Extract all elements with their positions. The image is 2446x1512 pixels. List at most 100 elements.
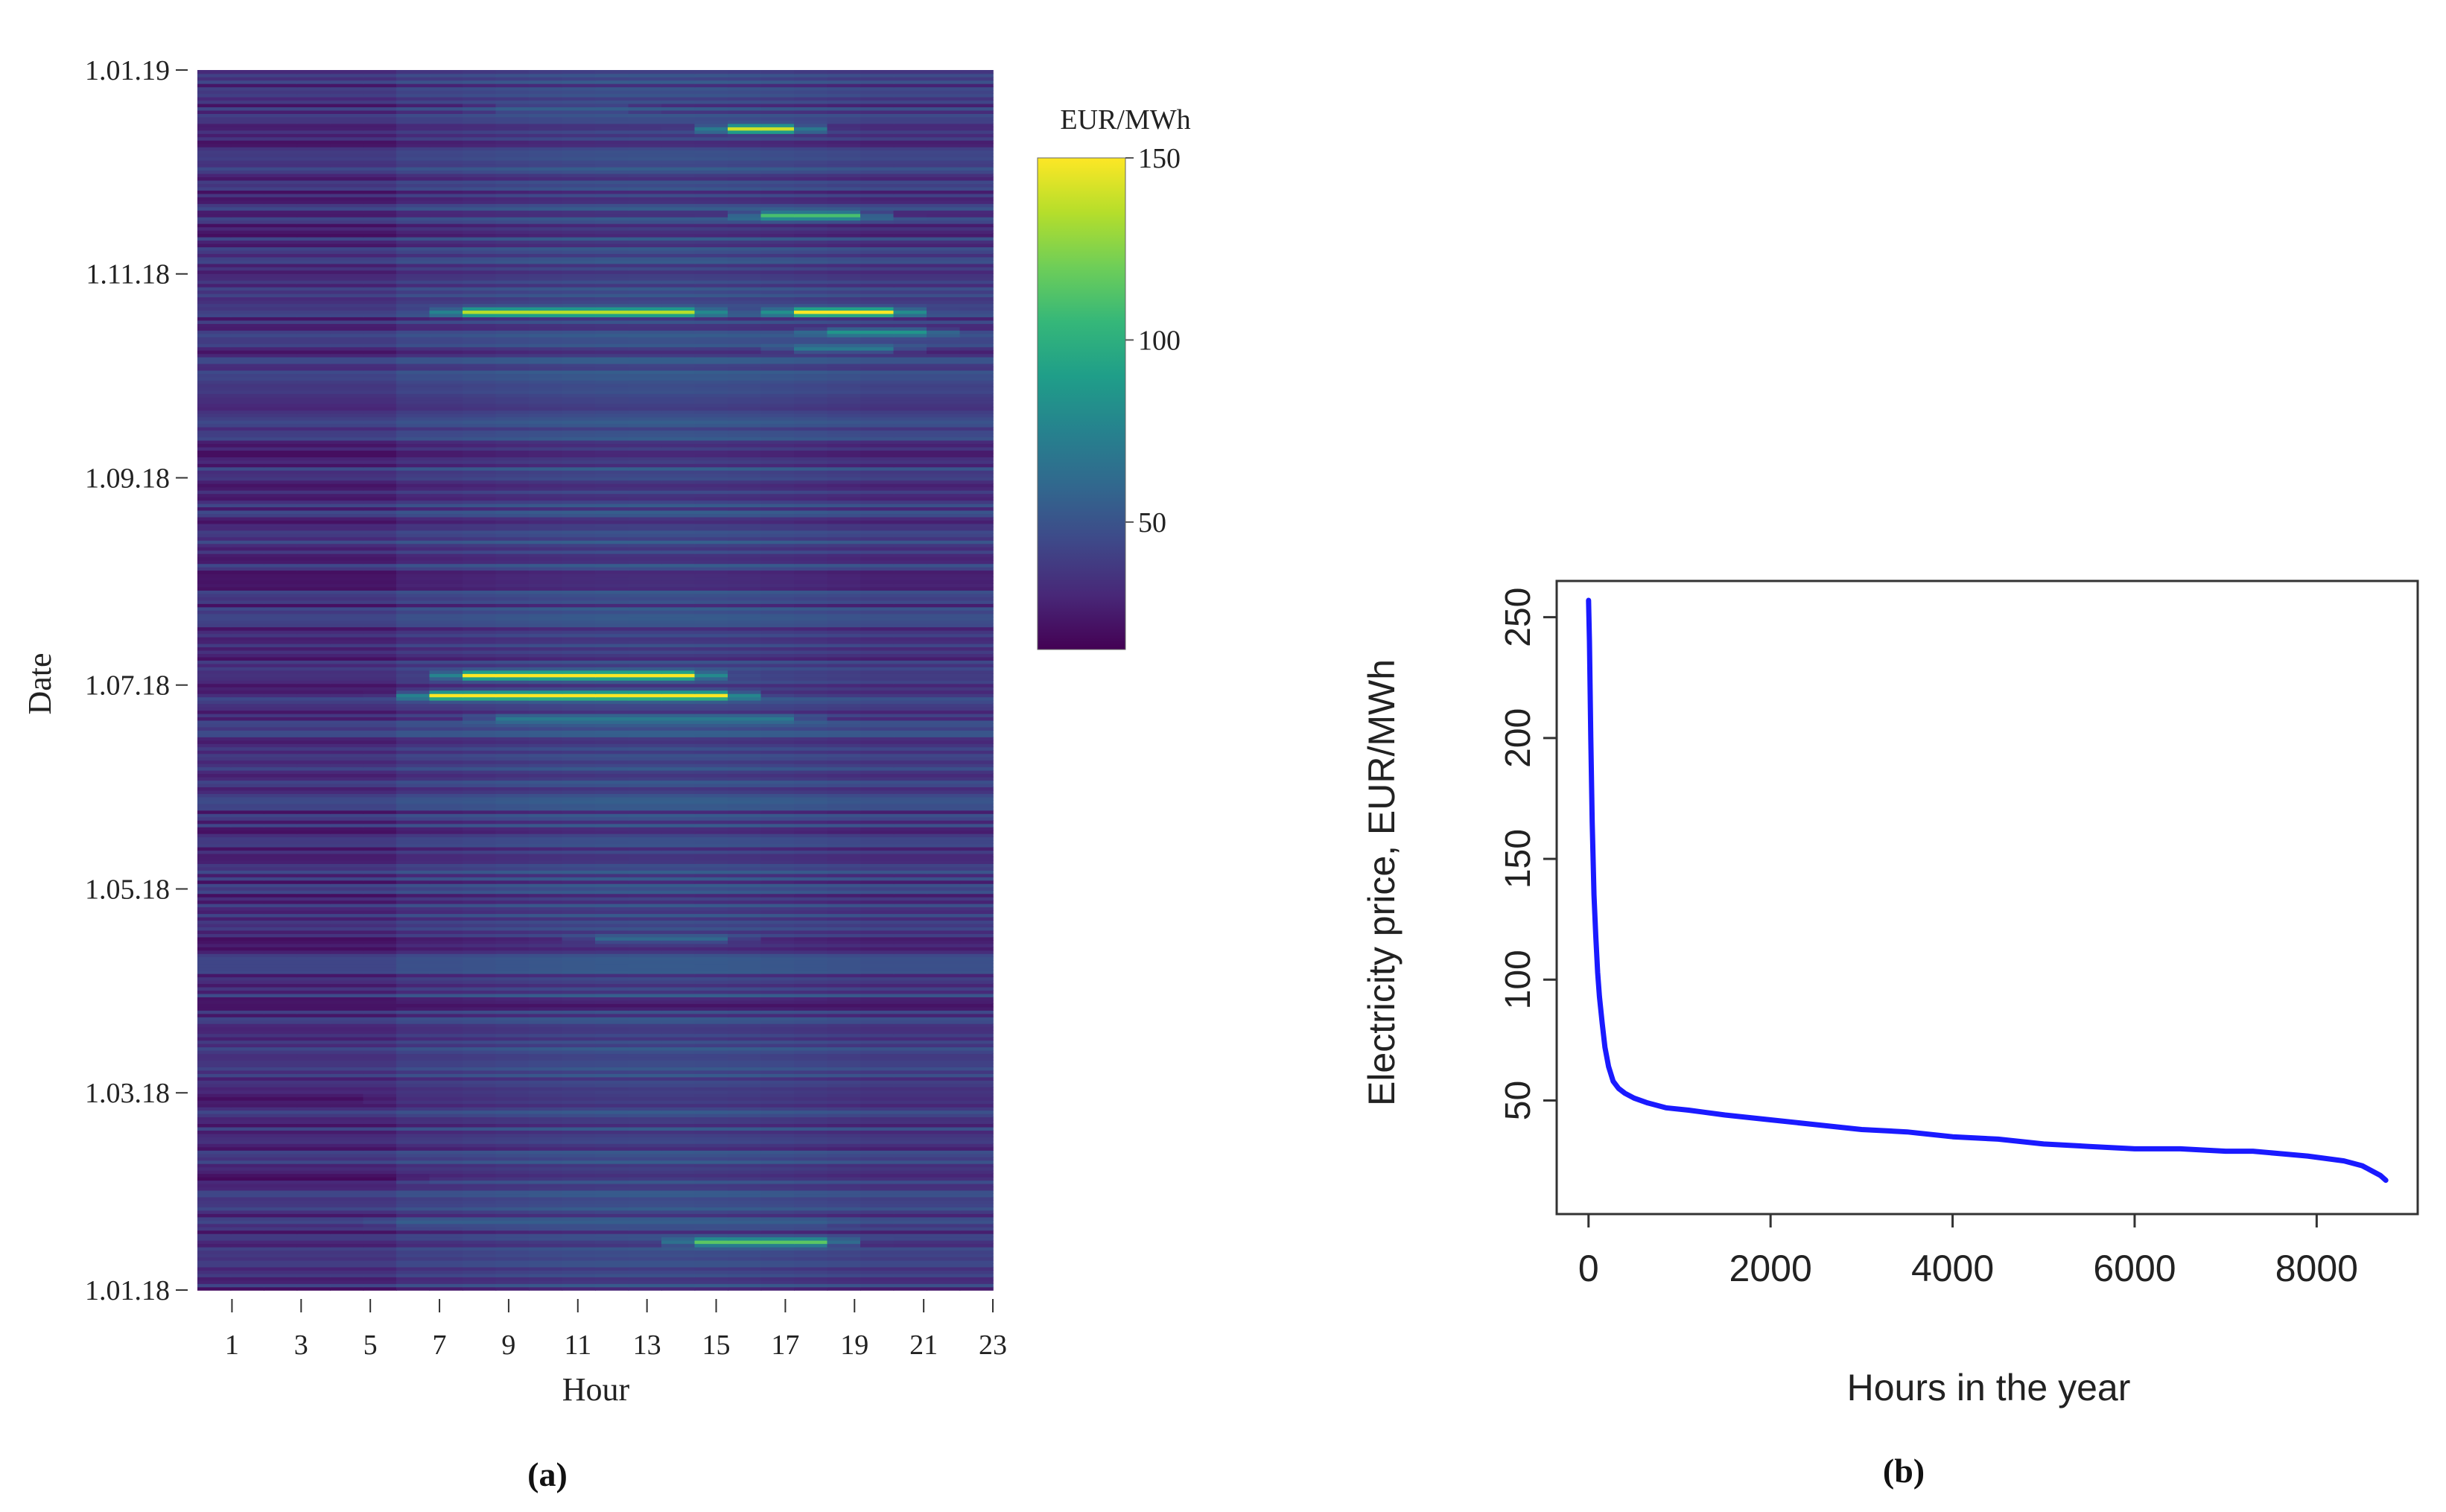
heatmap-cell: [760, 1239, 795, 1245]
heatmap-cell: [927, 1087, 961, 1091]
heatmap-cell: [495, 947, 530, 951]
heatmap-cell: [230, 1223, 264, 1227]
heatmap-cell: [296, 1110, 331, 1114]
heatmap-cell: [396, 1246, 431, 1251]
heatmap-cell: [264, 1166, 298, 1171]
heatmap-cell: [363, 706, 397, 711]
heatmap-cell: [893, 860, 927, 864]
heatmap-cell: [959, 640, 994, 644]
heatmap-cell: [396, 1183, 431, 1188]
heatmap-cell: [396, 889, 431, 895]
heatmap-cell: [927, 860, 961, 864]
heatmap-cell: [363, 963, 397, 968]
heatmap-cell: [959, 1189, 994, 1195]
heatmap-cell: [661, 1133, 696, 1137]
heatmap-cell: [495, 746, 530, 751]
heatmap-cell: [927, 686, 961, 691]
heatmap-cell: [661, 986, 696, 991]
heatmap-cell: [330, 603, 364, 608]
heatmap-cell: [495, 773, 530, 778]
heatmap-cell: [595, 616, 629, 621]
heatmap-cell: [860, 1273, 895, 1277]
heatmap-cell: [927, 1169, 961, 1175]
heatmap-cell: [595, 1143, 629, 1148]
heatmap-cell: [728, 790, 762, 794]
heatmap-cell: [429, 1230, 463, 1234]
heatmap-cell: [363, 896, 397, 901]
heatmap-cell: [296, 913, 331, 918]
heatmap-cell: [927, 1103, 961, 1108]
heatmap-cell: [429, 916, 463, 921]
heatmap-cell: [495, 1236, 530, 1241]
heatmap-cell: [694, 1173, 728, 1178]
heatmap-cell: [296, 760, 331, 764]
heatmap-cell: [429, 1220, 463, 1224]
heatmap-cell: [230, 1176, 264, 1181]
heatmap-cell: [661, 1060, 696, 1064]
heatmap-cell: [959, 696, 994, 701]
heatmap-cell: [728, 1150, 762, 1154]
heatmap-cell: [794, 1020, 828, 1024]
heatmap-cell: [330, 1277, 364, 1281]
heatmap-cell: [893, 640, 927, 644]
heatmap-cell: [562, 1266, 596, 1271]
heatmap-cell: [495, 616, 530, 621]
heatmap-cell: [760, 940, 795, 944]
heatmap-cell: [264, 953, 298, 958]
heatmap-cell: [893, 793, 927, 798]
heatmap-cell: [363, 1257, 397, 1261]
heatmap-cell: [197, 933, 232, 938]
heatmap-cell: [595, 733, 629, 737]
heatmap-cell: [760, 1156, 795, 1161]
heatmap-cell: [562, 699, 596, 705]
heatmap-cell: [628, 986, 662, 991]
heatmap-cell: [595, 877, 629, 881]
heatmap-cell: [893, 676, 927, 681]
heatmap-cell: [529, 629, 563, 635]
heatmap-cell: [893, 1123, 927, 1128]
heatmap-cell: [562, 606, 596, 611]
heatmap-cell: [562, 1223, 596, 1227]
heatmap-cell: [330, 853, 364, 857]
heatmap-cell: [363, 740, 397, 744]
heatmap-cell: [628, 1076, 662, 1081]
heatmap-cell: [794, 900, 828, 904]
heatmap-cell: [694, 1123, 728, 1128]
heatmap-cell: [860, 616, 895, 621]
heatmap-cell: [595, 1063, 629, 1067]
heatmap-cell: [529, 1280, 563, 1284]
heatmap-cell: [463, 843, 497, 848]
heatmap-cell: [760, 1173, 795, 1178]
heatmap-cell: [296, 1250, 331, 1254]
heatmap-cell: [264, 653, 298, 658]
heatmap-cell: [728, 1143, 762, 1148]
heatmap-cell: [396, 1060, 431, 1064]
heatmap-cell: [893, 979, 927, 985]
heatmap-cell: [429, 1013, 463, 1017]
heatmap-cell: [396, 1133, 431, 1137]
heatmap-cell: [893, 766, 927, 771]
heatmap-cell: [959, 970, 994, 974]
heatmap-cell: [562, 730, 596, 734]
heatmap-cell: [827, 1130, 861, 1134]
heatmap-cell: [396, 1169, 431, 1175]
heatmap-cell: [529, 706, 563, 711]
heatmap-cell: [927, 1106, 961, 1111]
heatmap-cell: [429, 1119, 463, 1125]
heatmap-cell: [595, 870, 629, 874]
heatmap-cell: [264, 773, 298, 778]
heatmap-cell: [429, 1060, 463, 1064]
heatmap-cell: [760, 670, 795, 674]
heatmap-cell: [827, 893, 861, 898]
heatmap-cell: [728, 1036, 762, 1041]
heatmap-cell: [661, 866, 696, 871]
heatmap-cell: [429, 603, 463, 608]
heatmap-cell: [396, 1146, 431, 1151]
heatmap-cell: [760, 1133, 795, 1137]
heatmap-cell: [296, 1156, 331, 1161]
heatmap-cell: [794, 940, 828, 944]
heatmap-cell: [463, 1216, 497, 1221]
heatmap-cell: [694, 943, 728, 947]
heatmap-cell: [363, 956, 397, 961]
heatmap-cell: [760, 1023, 795, 1028]
